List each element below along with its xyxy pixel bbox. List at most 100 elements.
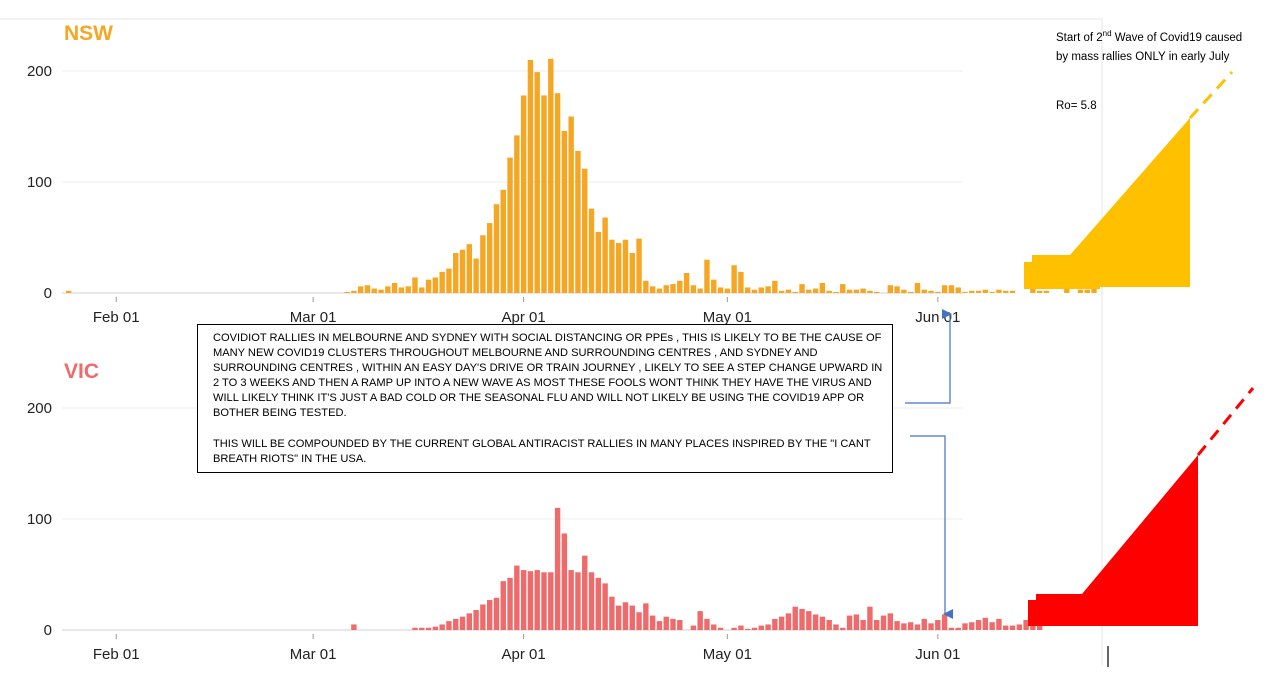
x-tick-label: Jun 01 — [915, 309, 960, 326]
bar — [568, 570, 574, 630]
bar — [554, 93, 561, 293]
bar — [575, 572, 581, 630]
x-tick-label: Apr 01 — [502, 309, 546, 326]
bar — [765, 286, 771, 293]
bar — [541, 95, 547, 293]
bar — [982, 289, 989, 293]
bar — [846, 289, 853, 293]
bar — [772, 618, 778, 630]
bar — [656, 621, 663, 630]
bar — [785, 289, 792, 293]
bar — [1091, 286, 1097, 293]
bar — [996, 289, 1002, 293]
bar — [758, 287, 764, 293]
bar — [595, 231, 602, 293]
bar — [391, 283, 398, 293]
bar — [351, 624, 357, 630]
bar — [704, 259, 710, 293]
bar — [446, 621, 452, 630]
bar — [758, 625, 764, 630]
bar — [398, 287, 405, 293]
ro-value: Ro= 5.8 — [1056, 100, 1097, 112]
bar — [453, 618, 459, 630]
callout-paragraph-1: COVIDIOT RALLIES IN MELBOURNE AND SYDNEY… — [213, 332, 883, 420]
bar — [880, 615, 887, 630]
bar — [432, 626, 439, 630]
bar — [704, 618, 710, 630]
bar — [1030, 623, 1036, 630]
bar — [548, 58, 554, 293]
bar — [975, 620, 982, 630]
bar — [663, 616, 669, 630]
bar — [66, 290, 72, 293]
bar — [860, 288, 866, 293]
bar — [738, 271, 744, 293]
x-tick-label: Mar 01 — [290, 646, 337, 663]
bar — [914, 624, 921, 630]
bar — [826, 290, 832, 293]
bar — [507, 577, 513, 630]
bar — [541, 572, 547, 630]
bar — [969, 622, 975, 630]
bar — [874, 620, 880, 630]
bar — [385, 286, 391, 293]
bar — [364, 285, 371, 293]
bar — [1003, 290, 1009, 293]
bar — [887, 285, 893, 293]
bar — [419, 287, 425, 293]
bar — [799, 608, 805, 630]
bar — [636, 612, 642, 630]
bar — [568, 116, 574, 293]
bar — [486, 223, 493, 293]
bar — [636, 238, 642, 293]
bar — [575, 150, 581, 293]
bar — [928, 623, 934, 630]
bar — [731, 265, 737, 293]
x-tick-label: Feb 01 — [93, 646, 140, 663]
x-tick-label: May 01 — [703, 646, 752, 663]
bar — [473, 258, 479, 293]
bar — [962, 623, 968, 630]
bar — [473, 610, 479, 630]
bar — [799, 284, 805, 293]
bar — [1023, 620, 1029, 630]
bar — [602, 217, 608, 293]
bar — [643, 280, 649, 293]
bar — [405, 286, 411, 293]
bar — [901, 289, 907, 293]
bar — [833, 624, 839, 630]
bar — [874, 291, 880, 293]
bar — [1030, 288, 1036, 293]
bar — [778, 290, 785, 293]
bar — [595, 577, 602, 630]
bar — [357, 286, 364, 293]
vic-projection-dashed-line — [1196, 387, 1255, 456]
bar — [622, 239, 629, 293]
bar — [969, 290, 975, 293]
bar — [690, 285, 697, 293]
bar — [582, 555, 588, 630]
chart-title: NSW — [64, 22, 113, 45]
bar — [785, 613, 792, 630]
bar — [582, 168, 588, 293]
y-tick-label: 200 — [27, 63, 52, 80]
bar — [439, 624, 445, 630]
bar — [588, 208, 595, 293]
bar — [717, 627, 724, 630]
bar — [853, 289, 860, 293]
bar — [1009, 625, 1016, 630]
bar — [486, 600, 493, 630]
bar — [853, 614, 860, 630]
bar — [833, 291, 839, 293]
bar — [975, 290, 982, 293]
bar — [629, 253, 635, 293]
bar — [1077, 289, 1084, 293]
bar — [711, 279, 717, 293]
bar — [677, 280, 683, 293]
bar — [792, 291, 798, 293]
bar — [819, 283, 826, 293]
bar — [894, 286, 900, 293]
vic-chart: 0 100 200 Feb 01 Mar 01 Apr 01 May 01 Jun 01 VIC — [27, 360, 1043, 663]
arrow-to-nsw-june — [905, 309, 952, 404]
